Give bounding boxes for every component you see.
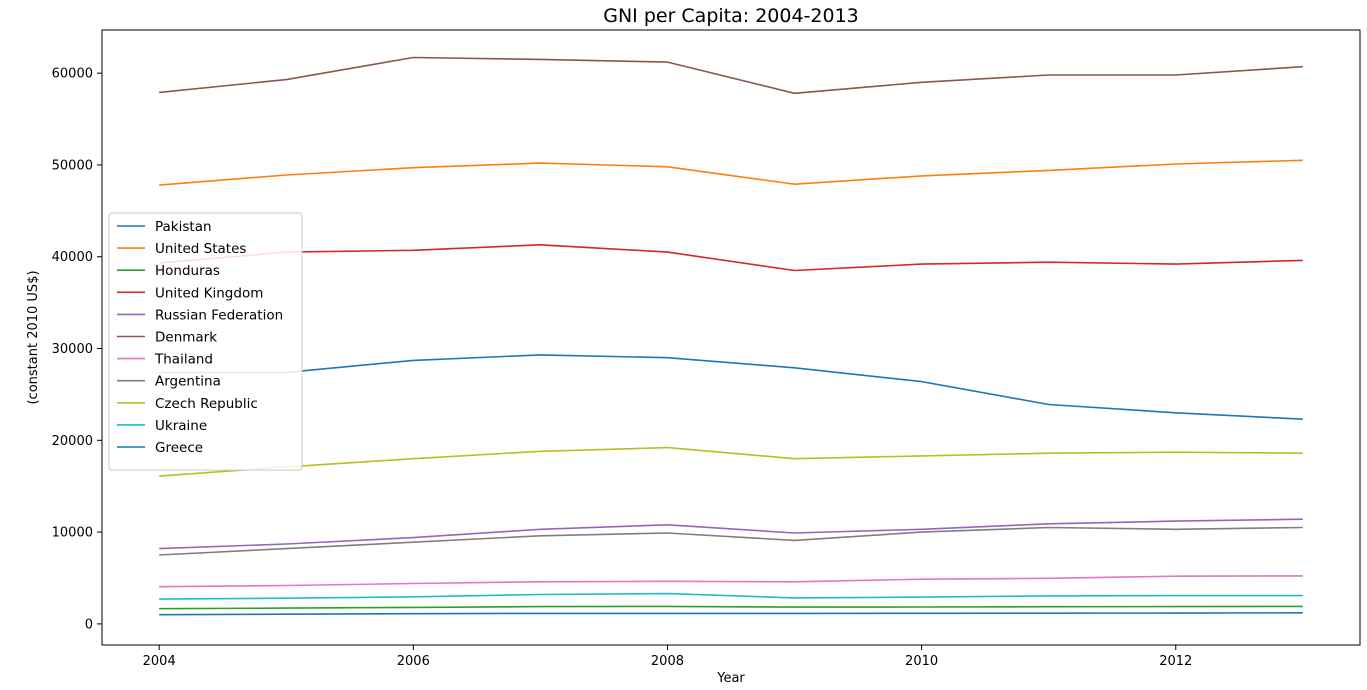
legend-label-honduras: Honduras [155, 263, 220, 279]
y-tick-label: 40000 [52, 250, 93, 265]
series-line-ukraine [159, 592, 1303, 600]
y-tick-label: 0 [85, 617, 93, 632]
y-tick-label: 60000 [52, 67, 93, 82]
legend-label-ukraine: Ukraine [155, 418, 207, 434]
x-axis: 2004 2006 2008 2010 2012 [143, 645, 1192, 669]
x-tick-label: 2006 [397, 654, 430, 669]
legend-label-greece: Greece [155, 440, 203, 456]
y-axis: 0 10000 20000 30000 40000 50000 60000 [52, 67, 102, 632]
legend-label-thailand: Thailand [154, 352, 213, 368]
legend-label-czech-republic: Czech Republic [155, 396, 258, 412]
series-line-thailand [159, 575, 1303, 588]
x-tick-label: 2008 [651, 654, 684, 669]
legend-label-denmark: Denmark [155, 330, 217, 346]
x-tick-label: 2010 [905, 654, 938, 669]
chart-title: GNI per Capita: 2004-2013 [603, 5, 859, 27]
series-line-united-kingdom [159, 244, 1303, 272]
y-axis-label: (constant 2010 US$) [26, 270, 41, 404]
legend-label-argentina: Argentina [155, 374, 221, 390]
legend-label-united-kingdom: United Kingdom [155, 285, 263, 301]
y-tick-label: 20000 [52, 434, 93, 449]
x-tick-label: 2004 [143, 654, 176, 669]
legend-box [108, 212, 303, 471]
legend: Pakistan United States Honduras United King… [108, 212, 303, 471]
x-tick-label: 2012 [1159, 654, 1192, 669]
x-axis-label: Year [716, 671, 745, 686]
series-line-honduras [159, 605, 1303, 610]
series-line-denmark [159, 56, 1303, 95]
y-tick-label: 10000 [52, 526, 93, 541]
series-line-russian-federation [159, 518, 1303, 550]
series-line-united-states [159, 159, 1303, 186]
plot-frame [101, 29, 1361, 646]
legend-label-pakistan: Pakistan [155, 219, 212, 235]
legend-label-united-states: United States [155, 241, 246, 257]
series-line-czech-republic [159, 446, 1303, 477]
y-tick-label: 30000 [52, 342, 93, 357]
series-line-pakistan [159, 611, 1303, 616]
series-line-greece [159, 354, 1303, 420]
y-tick-label: 50000 [52, 158, 93, 173]
series-line-argentina [159, 526, 1303, 556]
legend-label-russian-federation: Russian Federation [155, 307, 283, 323]
series-layer [159, 56, 1303, 616]
